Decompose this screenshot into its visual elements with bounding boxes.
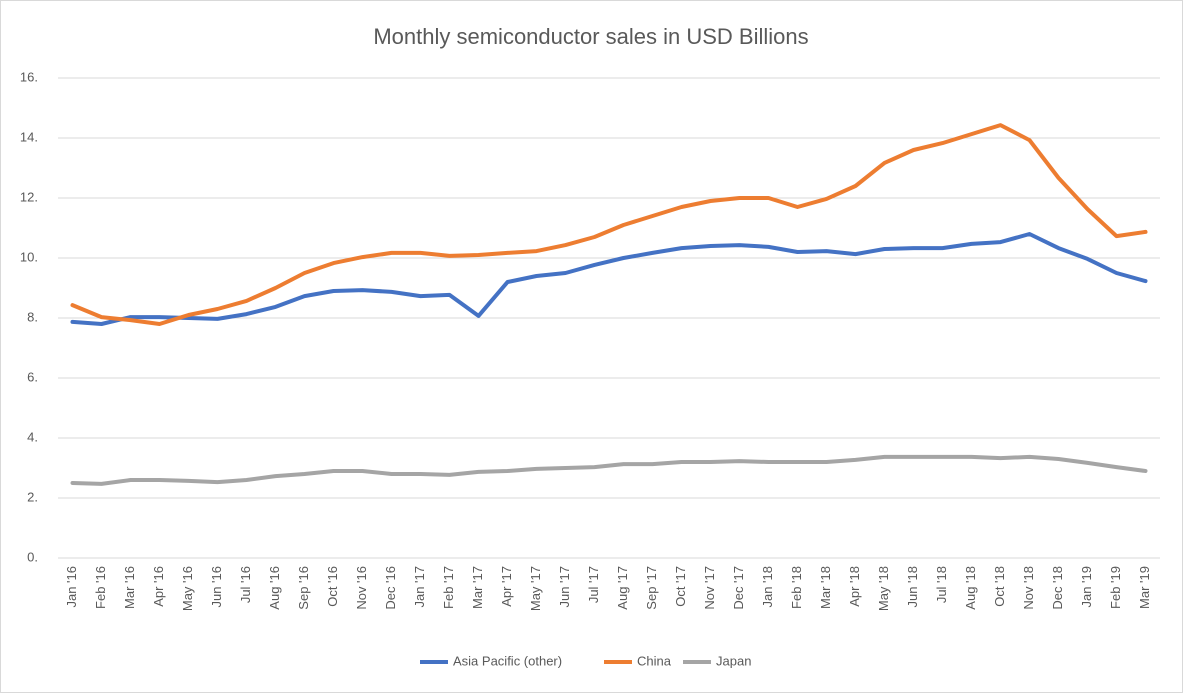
x-tick-label: Jul '16: [238, 566, 253, 603]
x-tick-label: Jun '18: [905, 566, 920, 608]
legend-label: Asia Pacific (other): [453, 653, 562, 668]
x-tick-label: Jul '17: [586, 566, 601, 603]
x-tick-label: Nov '18: [1021, 566, 1036, 610]
x-tick-label: May '18: [876, 566, 891, 611]
x-tick-label: Jun '16: [209, 566, 224, 608]
x-tick-label: Dec '18: [1050, 566, 1065, 610]
line-series: [70, 454, 1148, 486]
x-tick-label: Nov '16: [354, 566, 369, 610]
y-tick-label: 8.: [27, 309, 38, 324]
line-series: [70, 232, 1148, 326]
x-tick-label: Apr '18: [847, 566, 862, 607]
y-tick-label: 6.: [27, 369, 38, 384]
legend-label: China: [637, 653, 672, 668]
x-tick-label: Jan '17: [412, 566, 427, 608]
chart-title: Monthly semiconductor sales in USD Billi…: [373, 24, 808, 49]
x-tick-label: May '17: [528, 566, 543, 611]
x-tick-label: Oct '18: [992, 566, 1007, 607]
x-tick-label: Apr '17: [499, 566, 514, 607]
x-tick-label: Feb '16: [93, 566, 108, 609]
x-tick-label: Feb '19: [1108, 566, 1123, 609]
x-tick-label: Aug '16: [267, 566, 282, 610]
y-tick-label: 4.: [27, 429, 38, 444]
x-tick-label: Mar '17: [470, 566, 485, 609]
x-tick-label: Nov '17: [702, 566, 717, 610]
x-tick-label: Jan '16: [64, 566, 79, 608]
x-tick-label: Feb '18: [789, 566, 804, 609]
x-tick-label: Jun '17: [557, 566, 572, 608]
x-tick-label: May '16: [180, 566, 195, 611]
y-tick-label: 16.: [20, 69, 38, 84]
x-tick-label: Jul '18: [934, 566, 949, 603]
y-tick-label: 12.: [20, 189, 38, 204]
x-tick-label: Jan '18: [760, 566, 775, 608]
x-tick-label: Aug '17: [615, 566, 630, 610]
x-tick-label: Mar '16: [122, 566, 137, 609]
x-tick-label: Feb '17: [441, 566, 456, 609]
y-tick-label: 10.: [20, 249, 38, 264]
legend-label: Japan: [716, 653, 751, 668]
x-tick-label: Sep '16: [296, 566, 311, 610]
x-tick-label: Mar '18: [818, 566, 833, 609]
x-tick-label: Apr '16: [151, 566, 166, 607]
x-tick-label: Jan '19: [1079, 566, 1094, 608]
x-tick-label: Aug '18: [963, 566, 978, 610]
x-tick-label: Dec '16: [383, 566, 398, 610]
y-tick-label: 0.: [27, 549, 38, 564]
x-tick-label: Mar '19: [1137, 566, 1152, 609]
line-series: [70, 123, 1148, 326]
x-tick-label: Oct '17: [673, 566, 688, 607]
x-tick-label: Sep '17: [644, 566, 659, 610]
y-tick-label: 14.: [20, 129, 38, 144]
x-tick-label: Oct '16: [325, 566, 340, 607]
y-tick-label: 2.: [27, 489, 38, 504]
x-tick-label: Dec '17: [731, 566, 746, 610]
